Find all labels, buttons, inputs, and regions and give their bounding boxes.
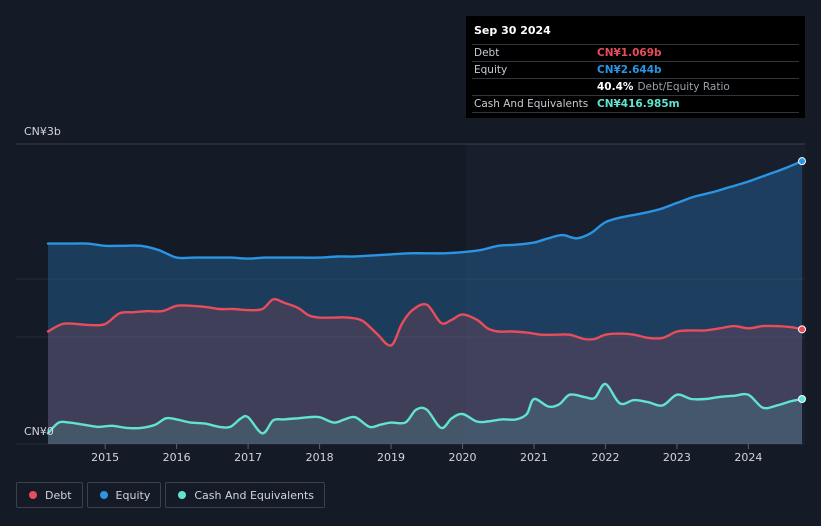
grid-lines (16, 143, 805, 445)
legend-debt-label: Debt (45, 488, 72, 502)
cash-line (46, 382, 804, 435)
end-markers (798, 157, 806, 403)
chart-legend: Debt Equity Cash And Equivalents (16, 482, 325, 508)
x-tick-label: 2016 (163, 451, 191, 464)
tooltip-ratio-value: 40.4% (597, 81, 634, 93)
tooltip-date: Sep 30 2024 (474, 24, 551, 37)
debt-area (48, 299, 802, 444)
equity-area (48, 161, 802, 444)
x-tick-label: 2018 (306, 451, 334, 464)
cash-area (48, 383, 802, 444)
tooltip-debt-value: CN¥1.069b (597, 47, 662, 59)
x-tick-label: 2017 (234, 451, 262, 464)
legend-item-debt[interactable]: Debt (16, 482, 83, 508)
tooltip-cash-value: CN¥416.985m (597, 98, 680, 110)
cash-dot-icon (178, 491, 187, 499)
x-tick-label: 2021 (520, 451, 548, 464)
equity-end-marker (798, 157, 806, 166)
x-tick-label: 2024 (734, 451, 762, 464)
equity-dot-icon (99, 491, 108, 499)
tooltip-equity-value: CN¥2.644b (597, 64, 662, 76)
equity-line (46, 159, 804, 260)
tooltip-row-equity: Equity CN¥2.644b (472, 61, 799, 78)
x-tick-label: 2019 (377, 451, 405, 464)
tooltip-row-debt: Debt CN¥1.069b (472, 44, 799, 61)
x-tick-label: 2022 (591, 451, 619, 464)
legend-equity-label: Equity (115, 488, 151, 502)
tooltip-row-ratio: 40.4% Debt/Equity Ratio (472, 78, 799, 95)
legend-item-cash[interactable]: Cash And Equivalents (165, 482, 325, 508)
x-tick-label: 2020 (449, 451, 477, 464)
x-tick-label: 2023 (663, 451, 691, 464)
x-tick-label: 2015 (91, 451, 119, 464)
debt-end-marker (798, 325, 806, 334)
data-tooltip: Sep 30 2024 Debt CN¥1.069b Equity CN¥2.6… (466, 16, 805, 118)
y-tick-label-zero: CN¥0 (24, 425, 54, 438)
x-axis-ticks: 2015 2016 2017 2018 2019 2020 2021 2022 2023 2024 (91, 444, 762, 464)
legend-cash-label: Cash And Equivalents (194, 488, 314, 502)
tooltip-equity-label: Equity (474, 64, 508, 76)
tooltip-debt-label: Debt (474, 47, 500, 59)
legend-item-equity[interactable]: Equity (86, 482, 162, 508)
tooltip-cash-label: Cash And Equivalents (474, 98, 589, 110)
y-tick-label-top: CN¥3b (24, 125, 61, 138)
cash-end-marker (798, 395, 806, 403)
debt-dot-icon (29, 491, 37, 499)
series-lines (46, 159, 804, 435)
tooltip-ratio-label: Debt/Equity Ratio (637, 81, 730, 93)
debt-line (46, 297, 804, 347)
series-areas (48, 161, 802, 444)
tooltip-row-cash: Cash And Equivalents CN¥416.985m (472, 95, 799, 113)
